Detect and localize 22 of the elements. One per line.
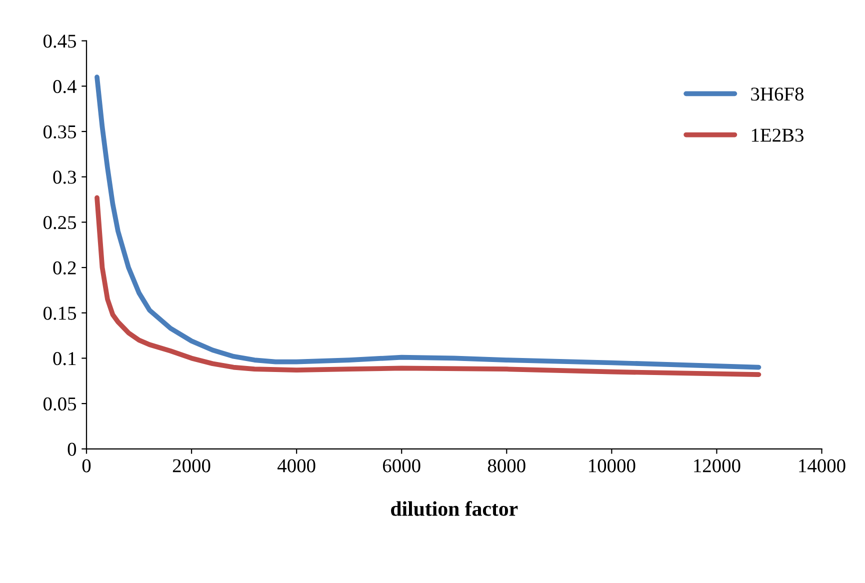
x-tick-label: 14000 bbox=[799, 459, 846, 472]
x-tick-label: 8000 bbox=[488, 459, 526, 472]
y-tick-label: 0.15 bbox=[43, 306, 76, 320]
line-series bbox=[94, 195, 762, 377]
y-tick-label: 0.4 bbox=[53, 80, 76, 94]
y-tick-label: 0 bbox=[68, 442, 76, 456]
x-tick-label: 0 bbox=[82, 459, 91, 472]
y-tick-label: 0.1 bbox=[53, 352, 76, 366]
x-tick-label: 10000 bbox=[589, 459, 636, 472]
legend-label: 3H6F8 bbox=[751, 88, 804, 101]
x-axis-title: dilution factor bbox=[391, 501, 518, 516]
y-tick-label: 0.25 bbox=[43, 216, 76, 230]
y-tick-label: 0.45 bbox=[43, 34, 76, 48]
y-tick-label: 0.35 bbox=[43, 125, 76, 139]
y-tick-label: 0.3 bbox=[53, 170, 76, 184]
x-tick-label: 12000 bbox=[694, 459, 740, 472]
x-tick-label: 2000 bbox=[172, 459, 210, 472]
y-tick-label: 0.05 bbox=[43, 397, 76, 411]
legend-label: 1E2B3 bbox=[752, 128, 804, 142]
x-tick-label: 6000 bbox=[383, 459, 420, 472]
x-tick-label: 4000 bbox=[278, 459, 316, 472]
y-tick-label: 0.2 bbox=[53, 261, 76, 275]
